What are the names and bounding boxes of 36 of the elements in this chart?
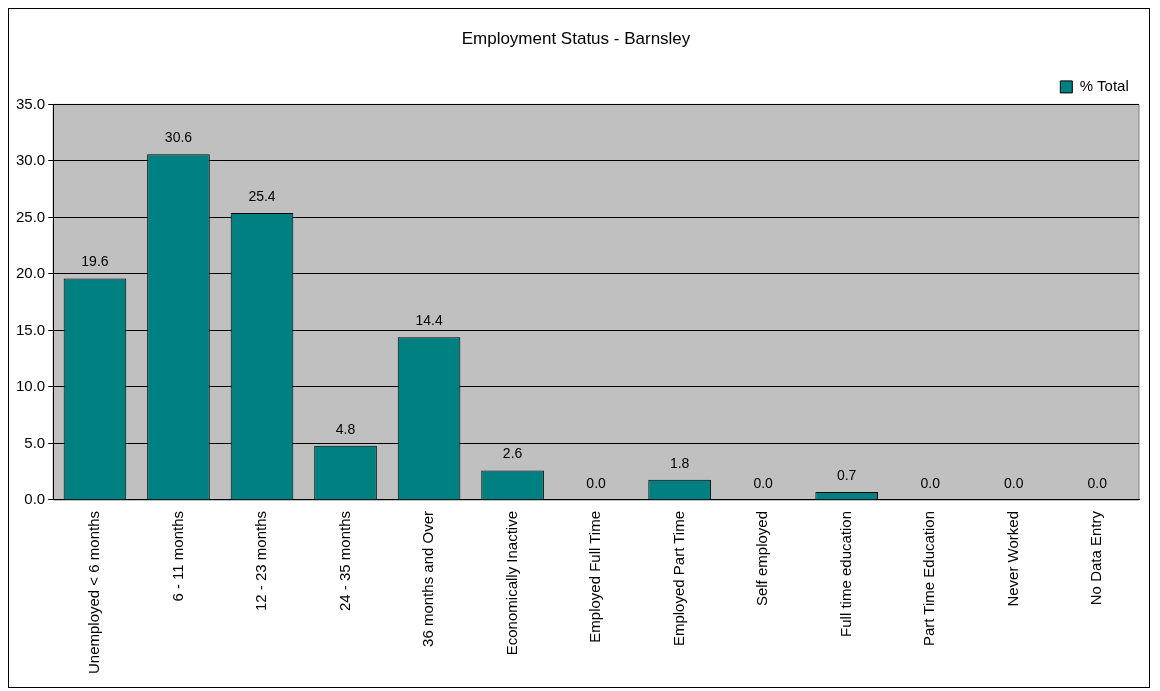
x-tick-label: 36 months and Over <box>419 510 437 647</box>
data-label: 0.0 <box>920 474 941 491</box>
data-label: 0.0 <box>753 474 774 491</box>
y-tick-label: 0.0 <box>24 490 46 508</box>
y-tick-label: 10.0 <box>15 377 46 395</box>
x-tick-label: Unemployed < 6 months <box>85 510 103 675</box>
data-label: 1.8 <box>669 454 690 471</box>
data-label: 14.4 <box>415 312 443 329</box>
y-tick-label: 5.0 <box>24 433 46 451</box>
data-label: 2.6 <box>502 445 523 462</box>
data-label: 19.6 <box>81 253 109 270</box>
y-tick-label: 20.0 <box>15 264 46 282</box>
y-tick-label: 30.0 <box>15 151 46 169</box>
x-tick-label: 6 - 11 months <box>168 510 186 602</box>
chart-title: Employment Status - Barnsley <box>461 28 691 48</box>
x-tick-label: Full time education <box>836 510 854 637</box>
data-label: 25.4 <box>248 187 276 204</box>
x-tick-label: 24 - 35 months <box>335 510 353 612</box>
data-label: 0.0 <box>586 474 607 491</box>
data-label: 30.6 <box>164 128 193 145</box>
data-label: 0.0 <box>1003 474 1024 491</box>
x-tick-label: Part Time Education <box>920 510 938 647</box>
x-tick-label: Employed Part Time <box>669 510 687 647</box>
x-tick-label: 12 - 23 months <box>252 510 270 612</box>
x-tick-label: Self employed <box>753 510 771 607</box>
data-label: 0.7 <box>836 466 857 483</box>
data-label: 0.0 <box>1087 474 1108 491</box>
x-tick-label: Employed Full Time <box>586 510 604 643</box>
x-tick-label: Never Worked <box>1003 510 1021 607</box>
y-tick-label: 25.0 <box>15 207 46 225</box>
x-tick-label: No Data Entry <box>1087 510 1105 606</box>
y-tick-label: 35.0 <box>15 94 46 112</box>
data-label: 4.8 <box>335 420 356 437</box>
legend-label: % Total <box>1079 77 1129 95</box>
y-tick-label: 15.0 <box>15 320 46 338</box>
x-tick-label: Economically Inactive <box>502 510 520 656</box>
